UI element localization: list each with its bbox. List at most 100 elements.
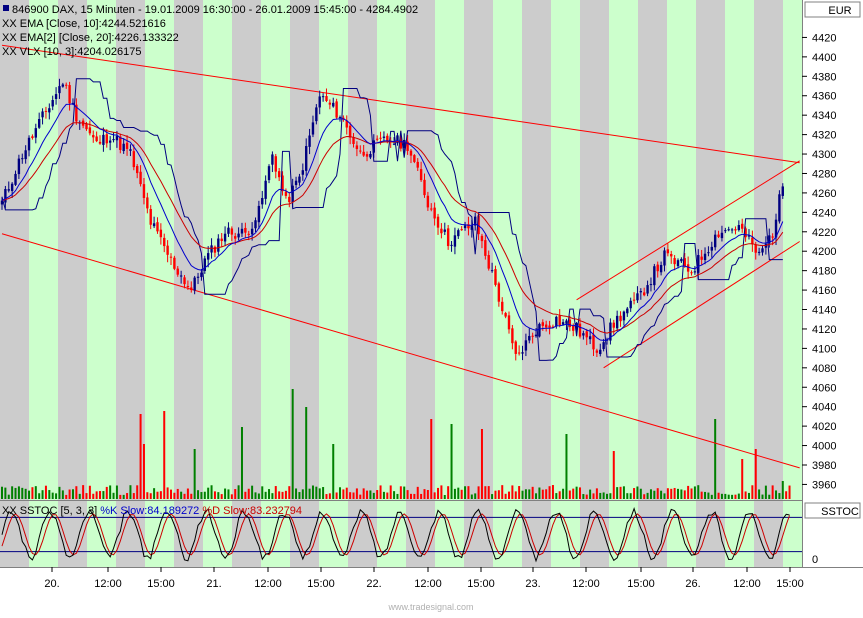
volume-bar (68, 489, 71, 499)
volume-bar (142, 444, 145, 499)
volume-bar (447, 486, 450, 499)
volume-bar (775, 490, 778, 499)
candle-body (132, 151, 136, 168)
candle-body (649, 284, 653, 286)
stoch-k-line (1, 507, 790, 563)
volume-bar (376, 490, 379, 499)
candle-body (399, 136, 403, 149)
candle-body (156, 222, 159, 232)
candle-body (365, 154, 369, 157)
volume-bar (44, 485, 47, 499)
chart-menu-icon[interactable] (3, 5, 9, 11)
candle-body (656, 264, 659, 272)
volume-bar (720, 493, 723, 499)
volume-bar (626, 493, 629, 499)
price-axis[interactable] (803, 0, 863, 567)
price-tick-label: 4020 (812, 421, 836, 433)
ema10-line (1, 103, 784, 341)
stoch-legend[interactable]: XX SSTOC [5, 3, 3] %K Slow:84.189272 %D … (2, 505, 302, 517)
candle-body (274, 156, 277, 172)
volume-bars (1, 389, 791, 499)
time-tick-label: 12:00 (414, 578, 442, 590)
volume-bar (734, 494, 737, 499)
volume-bar (51, 492, 54, 499)
candle-body (778, 194, 781, 222)
volume-bar (535, 493, 538, 499)
candle-body (328, 102, 332, 105)
candle-body (477, 215, 480, 235)
volume-bar (585, 494, 588, 499)
volume-bar (616, 487, 619, 499)
volume-bar (508, 491, 510, 499)
trend-line[interactable] (1, 233, 800, 469)
session-band (638, 0, 667, 567)
candle-body (115, 136, 119, 141)
candle-body (271, 154, 274, 165)
volume-bar (778, 493, 781, 499)
session-band (87, 0, 116, 567)
price-tick-label: 4320 (812, 130, 836, 142)
volume-bar (643, 494, 646, 499)
volume-bar (636, 486, 639, 499)
volume-bar (4, 487, 7, 499)
candle-body (315, 107, 318, 122)
volume-bar (149, 493, 152, 499)
candle-body (206, 253, 210, 260)
candle-body (291, 185, 294, 203)
trend-line[interactable] (576, 160, 800, 301)
stoch-label: XX SSTOC [5, 3, 3] (2, 505, 97, 517)
candle-body (203, 258, 206, 271)
volume-bar (781, 481, 784, 499)
candle-body (490, 270, 494, 272)
volume-bar (595, 488, 598, 499)
candle-body (75, 104, 78, 122)
candle-body (686, 264, 690, 272)
watermark: www.tradesignal.com (387, 602, 473, 612)
candle-body (480, 235, 484, 242)
volume-bar (305, 407, 308, 499)
candle-body (572, 325, 575, 331)
session-band (580, 0, 609, 567)
candle-body (234, 236, 237, 239)
volume-bar (146, 492, 149, 499)
candle-body (200, 272, 203, 278)
candle-body (217, 238, 220, 252)
volume-bar (423, 489, 426, 499)
trend-channel-lines[interactable] (1, 44, 800, 469)
time-tick-label: 21. (206, 578, 221, 590)
volume-bar (710, 494, 713, 499)
candle-body (54, 94, 58, 99)
volume-bar (575, 486, 578, 499)
volume-bar (99, 491, 102, 499)
candle-body (345, 120, 348, 128)
volume-bar (396, 493, 399, 499)
time-axis[interactable] (0, 568, 863, 613)
legend-ema10[interactable]: XX EMA [Close, 10]:4244.521616 (2, 18, 166, 30)
volume-bar (183, 493, 186, 499)
volume-bar (758, 489, 761, 499)
volume-bar (136, 485, 139, 499)
candle-body (430, 208, 433, 210)
candle-body (551, 326, 555, 328)
candle-body (643, 292, 646, 296)
candle-body (484, 240, 487, 256)
volume-bar (274, 486, 277, 499)
volume-bar (737, 493, 740, 499)
candle-body (254, 220, 257, 229)
legend-ema20[interactable]: XX EMA[2] [Close, 20]:4226.133322 (2, 32, 179, 44)
candle-body (730, 229, 734, 231)
volume-bar (88, 485, 91, 499)
price-tick-label: 4060 (812, 382, 836, 394)
trend-line[interactable] (1, 44, 800, 164)
volume-bar (518, 486, 521, 499)
candle-body (457, 230, 460, 237)
volume-bar (207, 487, 210, 499)
candle-body (176, 268, 179, 275)
volume-bar (480, 429, 483, 499)
candle-body (619, 315, 622, 322)
volume-bar (754, 449, 757, 499)
candle-body (277, 171, 281, 178)
legend-vlx[interactable]: XX VLX [10, 3]:4204.026175 (2, 46, 141, 58)
candle-body (761, 248, 764, 253)
